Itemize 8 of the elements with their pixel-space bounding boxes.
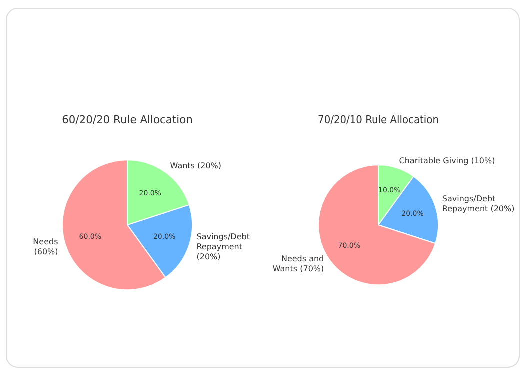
slice-label: Savings/Debt Repayment (20%) <box>196 232 250 262</box>
slice-label: Wants (20%) <box>170 161 222 170</box>
chart-title: 60/20/20 Rule Allocation <box>62 113 193 126</box>
slice-label: Savings/Debt Repayment (20%) <box>442 194 515 214</box>
slice-label: Needs and Wants (70%) <box>272 254 324 274</box>
slice-label: Needs (60%) <box>33 238 58 257</box>
chart-title: 70/20/10 Rule Allocation <box>318 114 439 127</box>
slice-label: Charitable Giving (10%) <box>399 156 496 166</box>
